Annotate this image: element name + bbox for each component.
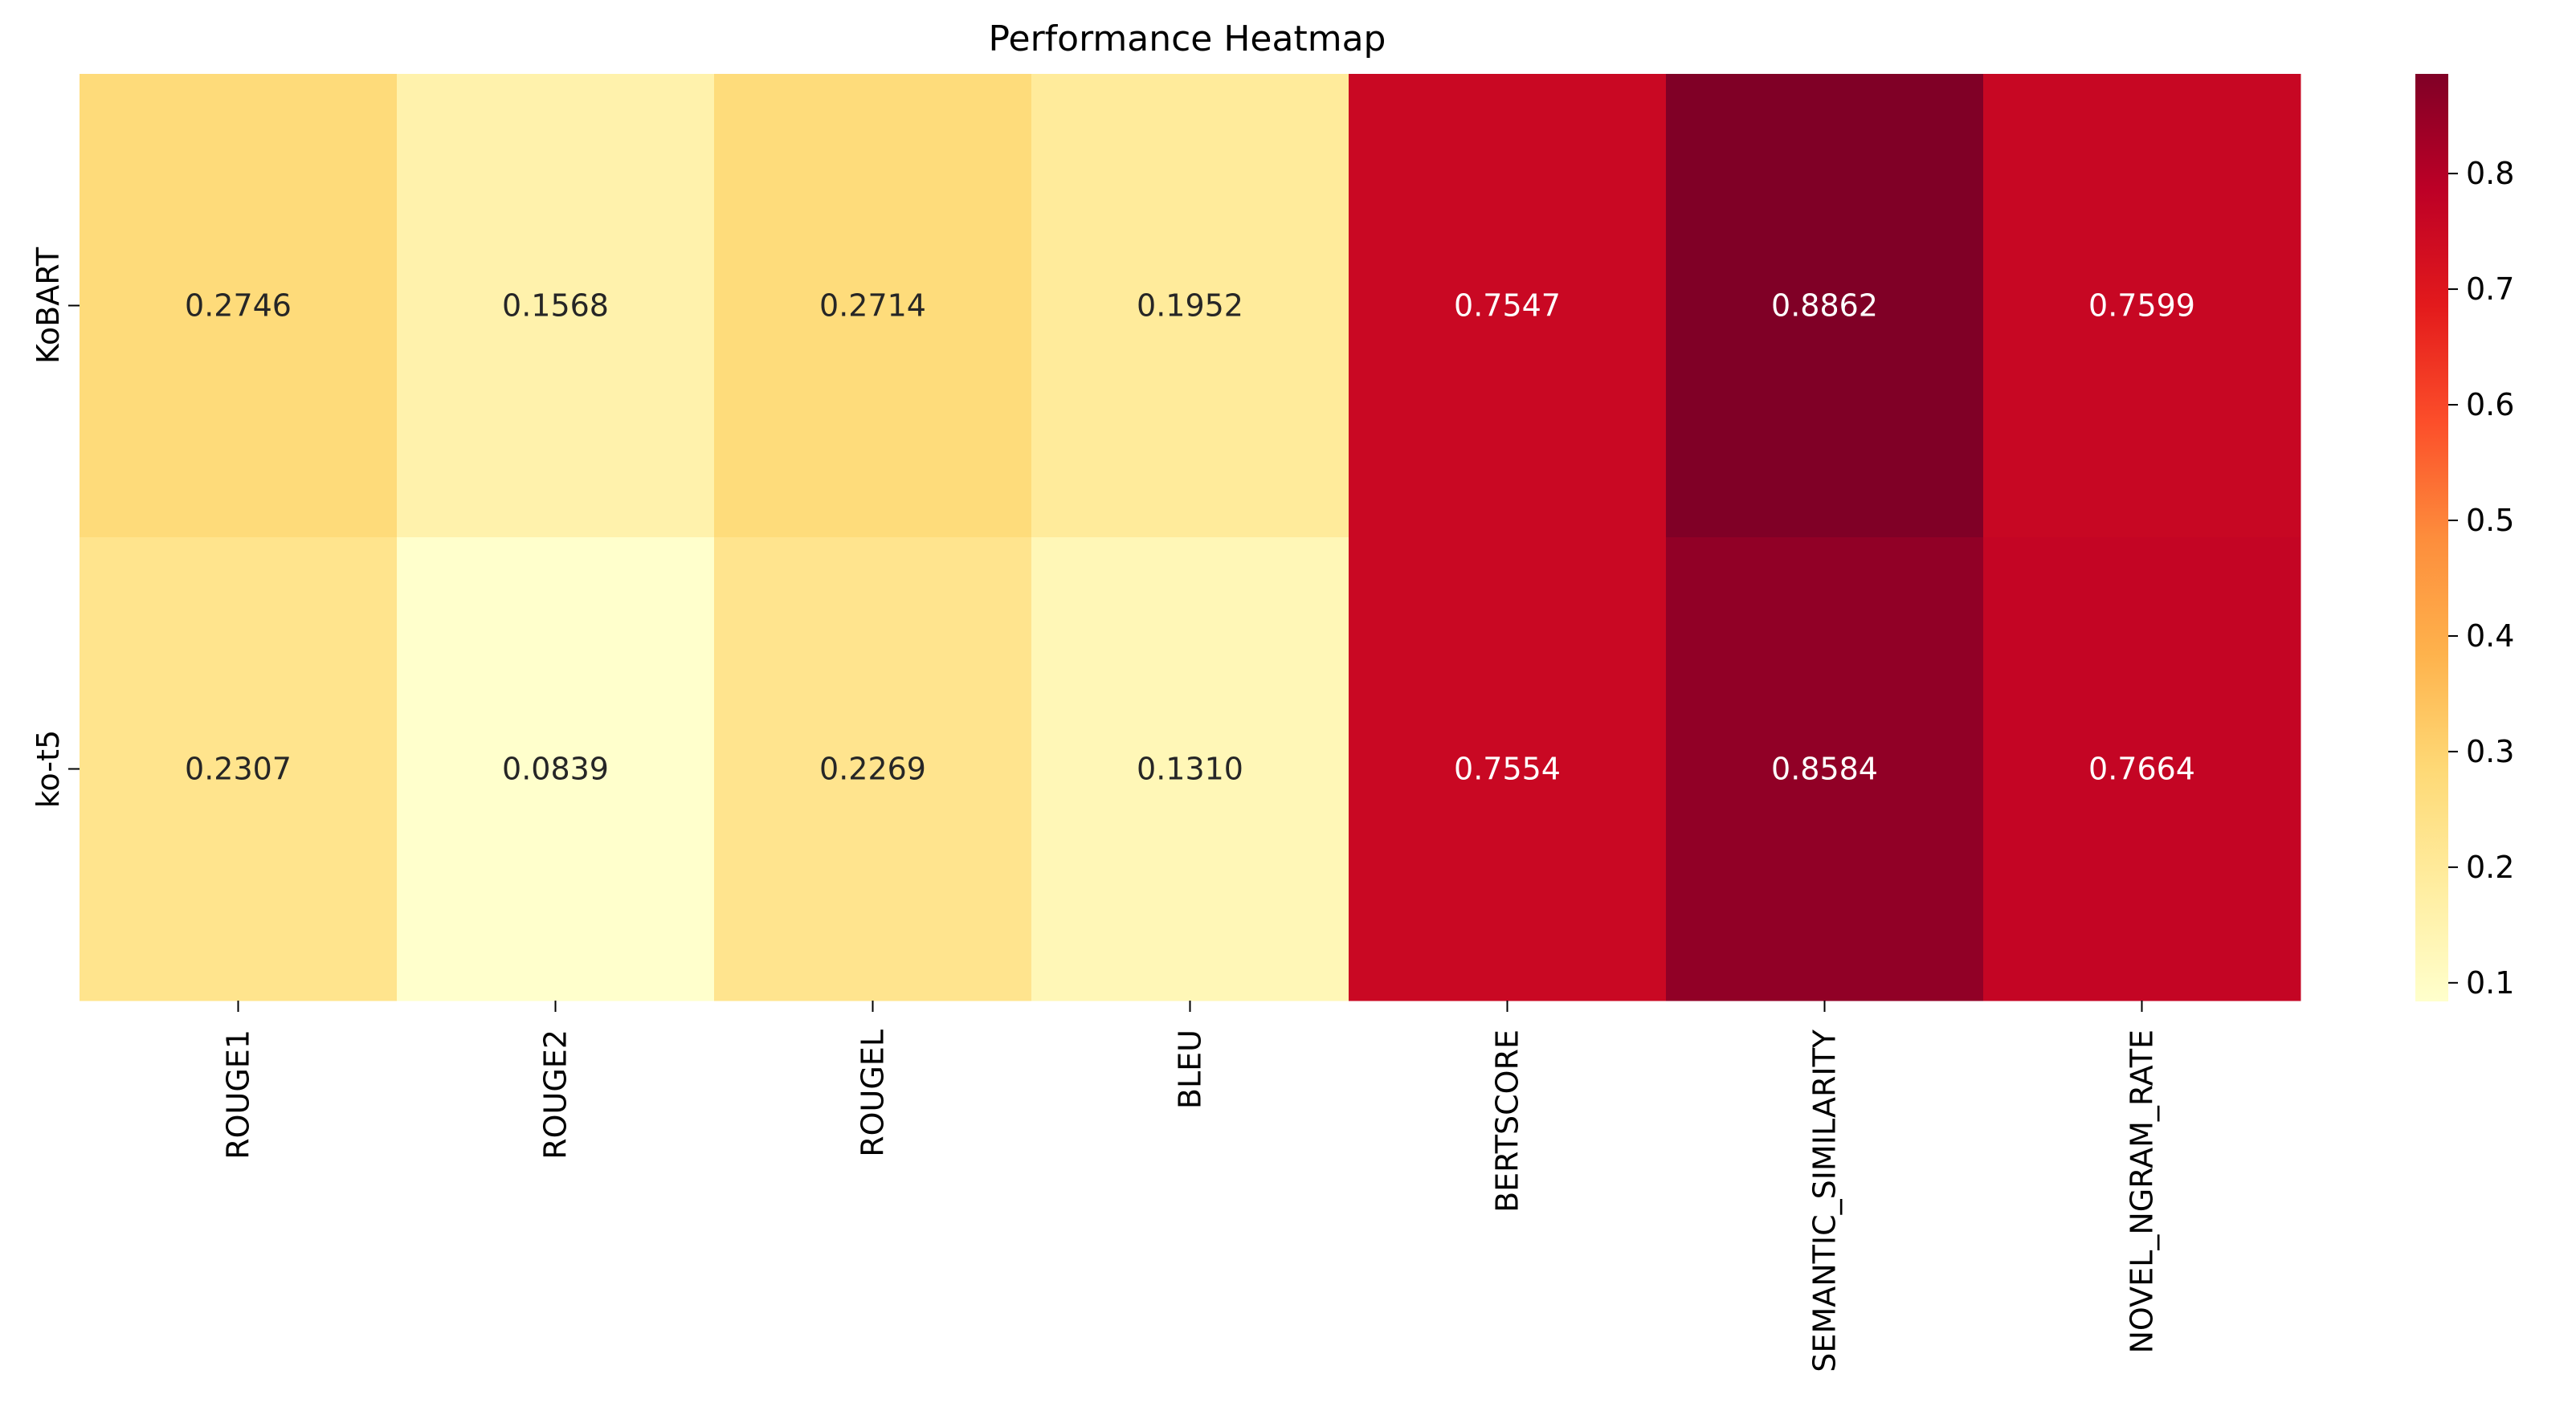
colorbar-tick-label: 0.1 (2466, 965, 2514, 1001)
heatmap-cell (1983, 74, 2301, 538)
heatmap-cell (714, 74, 1032, 538)
cell-value-label: 0.7664 (2088, 752, 2195, 787)
y-axis: KoBART ko-t5 (31, 247, 80, 808)
heatmap-cells (80, 74, 2301, 1001)
cell-value-label: 0.7554 (1454, 752, 1561, 787)
heatmap-cell (1031, 74, 1349, 538)
cell-value-label: 0.1310 (1137, 752, 1243, 787)
cell-value-label: 0.2746 (185, 288, 292, 324)
chart-title: Performance Heatmap (989, 18, 1386, 59)
heatmap-cell (397, 74, 715, 538)
colorbar-tick-label: 0.3 (2466, 734, 2514, 769)
cell-value-label: 0.8584 (1771, 752, 1878, 787)
y-tick-label: ko-t5 (31, 730, 66, 808)
y-tick-label: KoBART (31, 247, 66, 364)
x-tick-label: SEMANTIC_SIMILARITY (1807, 1029, 1843, 1372)
x-tick-label: BLEU (1173, 1030, 1208, 1109)
heatmap-cell (1349, 537, 1667, 1001)
heatmap-cell (1666, 74, 1984, 538)
cell-value-label: 0.0839 (502, 752, 609, 787)
heatmap-cell (1983, 537, 2301, 1001)
cell-value-label: 0.2307 (185, 752, 292, 787)
heatmap-cell (714, 537, 1032, 1001)
colorbar-tick-label: 0.6 (2466, 387, 2514, 422)
colorbar-tick-label: 0.2 (2466, 850, 2514, 885)
heatmap-cell (80, 537, 398, 1001)
colorbar-gradient (2415, 74, 2448, 1001)
colorbar-tick-label: 0.4 (2466, 618, 2514, 654)
colorbar-tick-label: 0.5 (2466, 503, 2514, 538)
cell-value-label: 0.1568 (502, 288, 609, 324)
x-axis: ROUGE1 ROUGE2 ROUGEL BLEU BERTSCORE SEMANTIC_… (221, 1001, 2160, 1372)
cell-value-label: 0.7599 (2088, 288, 2195, 324)
cell-value-label: 0.2269 (819, 752, 926, 787)
x-tick-label: ROUGEL (855, 1030, 891, 1157)
x-tick-label: ROUGE1 (221, 1030, 256, 1160)
heatmap-cell (397, 537, 715, 1001)
cell-value-label: 0.8862 (1771, 288, 1878, 324)
colorbar-tick-label: 0.8 (2466, 156, 2514, 191)
cell-value-label: 0.2714 (819, 288, 926, 324)
colorbar: 0.1 0.2 0.3 0.4 0.5 0.6 0.7 0.8 (2415, 74, 2514, 1001)
colorbar-tick-label: 0.7 (2466, 271, 2514, 307)
heatmap-cell (1349, 74, 1667, 538)
heatmap-cell (1031, 537, 1349, 1001)
cell-value-label: 0.7547 (1454, 288, 1561, 324)
heatmap-cell-labels: 0.2746 0.1568 0.2714 0.1952 0.7547 0.8862 0.75… (185, 288, 2195, 787)
cell-value-label: 0.1952 (1137, 288, 1243, 324)
heatmap-cell (80, 74, 398, 538)
heatmap-cell (1666, 537, 1984, 1001)
x-tick-label: ROUGE2 (538, 1030, 574, 1160)
x-tick-label: NOVEL_NGRAM_RATE (2125, 1030, 2160, 1354)
x-tick-label: BERTSCORE (1490, 1030, 1525, 1213)
